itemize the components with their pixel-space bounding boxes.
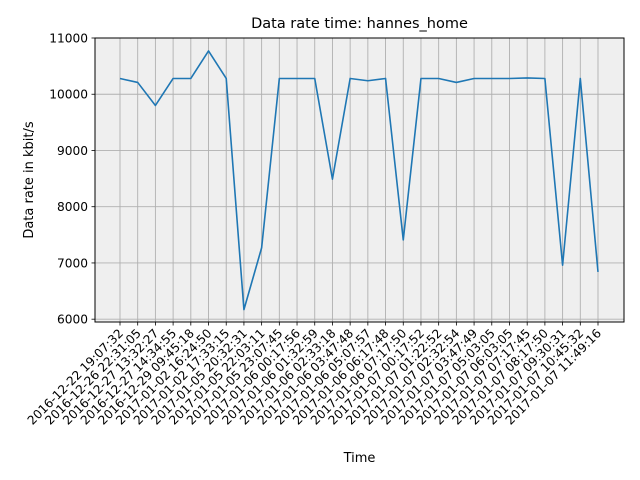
chart-title: Data rate time: hannes_home	[251, 16, 468, 32]
y-tick-label: 7000	[57, 256, 88, 270]
plot-area	[94, 37, 625, 323]
series-layer	[119, 50, 599, 311]
y-axis-label: Data rate in kbit/s	[22, 121, 37, 239]
grid-lines	[95, 37, 624, 322]
y-tick-label: 9000	[57, 144, 88, 158]
x-axis-label: Time	[343, 451, 376, 466]
y-tick-label: 8000	[57, 200, 88, 214]
series-line	[119, 50, 599, 311]
plot-background	[95, 38, 624, 322]
y-tick-label: 6000	[57, 312, 88, 326]
plot-frame	[94, 37, 625, 323]
y-tick-label: 11000	[49, 31, 88, 45]
y-tick-label: 10000	[49, 88, 88, 102]
y-axis: 6000 7000 8000 9000 10000 11000	[49, 31, 95, 326]
